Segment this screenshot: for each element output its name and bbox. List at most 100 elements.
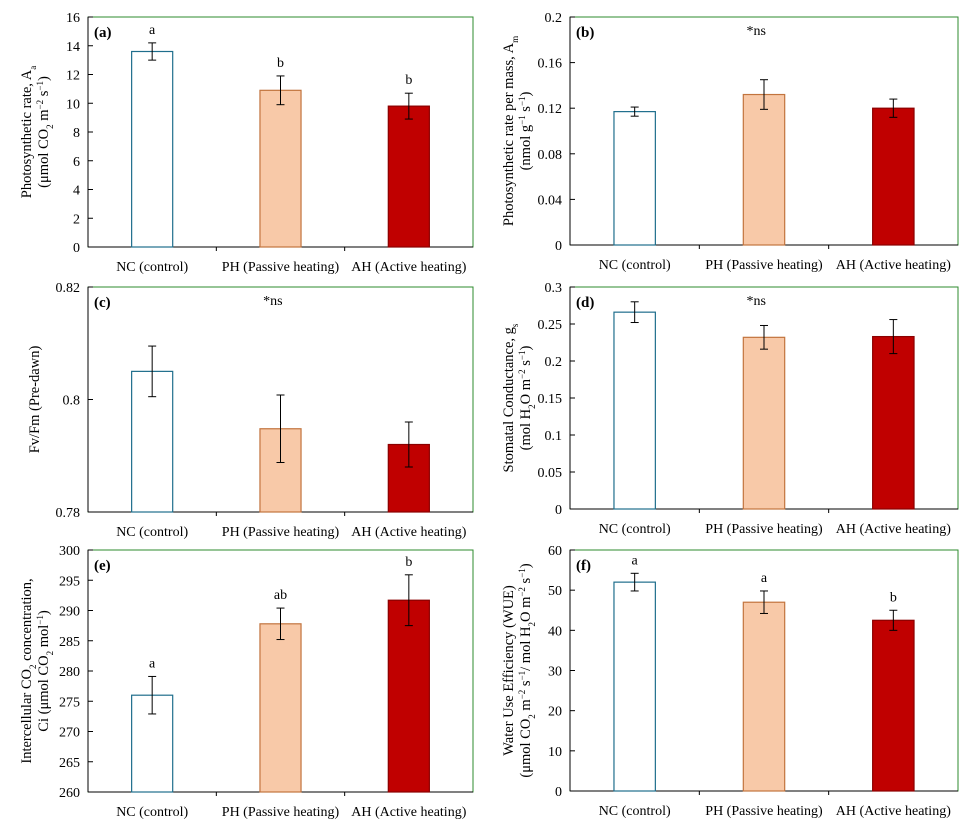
significance-note: *ns: [747, 294, 766, 309]
bar-ah: [872, 619, 915, 792]
y-tick-label: 0.1: [545, 429, 563, 444]
chart-panel-2: 0 0.04 0.08 0.12 0.16 0.2 NC (control) PH (Pass…: [501, 11, 959, 273]
y-axis-label: (nmol g−1 s−1): [517, 91, 534, 170]
significance-letter: a: [761, 571, 768, 586]
y-tick-label: 0.2: [545, 11, 563, 26]
x-category-label: PH (Passive heating): [222, 525, 340, 540]
bar-nc: [613, 311, 656, 510]
y-tick-label: 50: [548, 584, 562, 599]
y-axis-label: Photosynthetic rate, Aa: [19, 66, 38, 198]
significance-letter: ab: [274, 588, 287, 603]
chart-panel-5: 260 265 270 275 280 285 290 295 300 a NC (control)…: [19, 544, 474, 820]
y-tick-label: 260: [59, 786, 80, 801]
bar-nc: [613, 111, 656, 246]
y-axis-label: Intercellular CO2 concentration,: [19, 578, 38, 763]
x-category-label: AH (Active heating): [351, 525, 466, 540]
y-tick-label: 300: [59, 544, 80, 559]
chart-panel-6: 0 10 20 30 40 50 60 a NC (control) a PH (Passive h…: [501, 544, 959, 819]
significance-letter: b: [890, 590, 897, 605]
significance-note: *ns: [747, 24, 766, 39]
bar-nc: [613, 581, 656, 792]
y-tick-label: 0: [73, 241, 80, 256]
y-axis-label: Water Use Efficiency (WUE): [501, 585, 517, 756]
y-tick-label: 285: [59, 635, 80, 650]
bar-ah: [387, 599, 430, 793]
bar-ah: [387, 105, 430, 248]
y-axis-label: Photosynthetic rate per mass, Am: [501, 36, 520, 226]
bar-ah: [872, 335, 915, 510]
x-category-label: PH (Passive heating): [705, 804, 823, 819]
bar-ph: [259, 89, 302, 248]
y-tick-label: 10: [548, 745, 562, 760]
x-category-label: PH (Passive heating): [222, 805, 340, 820]
y-tick-label: 295: [59, 574, 80, 589]
x-category-label: AH (Active heating): [351, 805, 466, 820]
significance-letter: a: [632, 553, 639, 568]
x-category-label: AH (Active heating): [836, 804, 951, 819]
y-tick-label: 0.2: [545, 355, 563, 370]
y-axis-label: (mol H2O m−2 s−1): [517, 346, 537, 451]
x-category-label: NC (control): [599, 804, 671, 819]
panel-label: (c): [94, 295, 111, 311]
x-category-label: PH (Passive heating): [705, 258, 823, 273]
panel-label: (d): [576, 295, 594, 311]
bar-ph: [742, 336, 786, 510]
y-axis-label: (μmol CO2 m−2 s−1): [35, 76, 55, 188]
panel-label: (e): [94, 558, 111, 574]
y-tick-label: 0.25: [538, 318, 563, 333]
y-tick-label: 0: [555, 503, 562, 518]
y-tick-label: 40: [548, 624, 562, 639]
x-category-label: NC (control): [599, 522, 671, 537]
y-axis-label: Ci (μmol CO2 mol−1): [35, 610, 55, 732]
y-tick-label: 4: [73, 184, 80, 199]
bar-ah: [872, 107, 915, 246]
y-tick-label: 12: [66, 69, 80, 84]
panel-label: (a): [94, 25, 112, 41]
y-tick-label: 0.04: [538, 193, 563, 208]
bar-ph: [259, 623, 302, 793]
y-tick-label: 0.3: [545, 281, 563, 296]
y-axis-label: Fv/Fm (Pre-dawn): [27, 346, 43, 454]
x-category-label: AH (Active heating): [836, 258, 951, 273]
x-category-label: AH (Active heating): [836, 522, 951, 537]
chart-panel-4: 0 0.05 0.1 0.15 0.2 0.25 0.3 NC (control) PH (Pa…: [501, 281, 959, 537]
y-tick-label: 14: [66, 40, 80, 55]
y-tick-label: 60: [548, 544, 562, 559]
x-category-label: NC (control): [599, 258, 671, 273]
x-category-label: NC (control): [116, 260, 188, 275]
y-tick-label: 30: [548, 665, 562, 680]
y-tick-label: 16: [66, 11, 80, 26]
y-tick-label: 0.08: [538, 148, 563, 163]
chart-panel-3: 0.78 0.8 0.82 NC (control) PH (Passive heati…: [27, 281, 474, 540]
y-tick-label: 0.8: [63, 394, 81, 409]
y-tick-label: 0.15: [538, 392, 563, 407]
chart-panel-1: 0 2 4 6 8 10 12 14 16 a NC (control) b PH (Passive h…: [19, 11, 474, 275]
x-category-label: NC (control): [116, 525, 188, 540]
bar-nc: [131, 50, 174, 248]
x-category-label: AH (Active heating): [351, 260, 466, 275]
y-tick-label: 0.82: [56, 281, 81, 296]
y-tick-label: 8: [73, 126, 80, 141]
y-axis-label: Stomatal Conductance, gs: [501, 323, 520, 472]
y-tick-label: 6: [73, 155, 80, 170]
y-tick-label: 275: [59, 695, 80, 710]
y-tick-label: 270: [59, 726, 80, 741]
significance-letter: b: [405, 555, 412, 570]
x-category-label: PH (Passive heating): [222, 260, 340, 275]
significance-letter: a: [149, 23, 156, 38]
x-category-label: PH (Passive heating): [705, 522, 823, 537]
bar-ph: [742, 93, 786, 246]
y-tick-label: 290: [59, 605, 80, 620]
significance-note: *ns: [263, 294, 282, 309]
y-tick-label: 280: [59, 665, 80, 680]
y-tick-label: 2: [73, 212, 80, 227]
y-tick-label: 265: [59, 756, 80, 771]
y-tick-label: 0.78: [56, 506, 81, 521]
y-axis-label: (μmol CO2 m−2 s−1/ mol H2O m−2 s−1): [517, 563, 537, 777]
y-tick-label: 0: [555, 239, 562, 254]
significance-letter: a: [149, 656, 156, 671]
y-tick-label: 0.05: [538, 466, 563, 481]
bar-ph: [742, 601, 786, 792]
significance-letter: b: [277, 56, 284, 71]
